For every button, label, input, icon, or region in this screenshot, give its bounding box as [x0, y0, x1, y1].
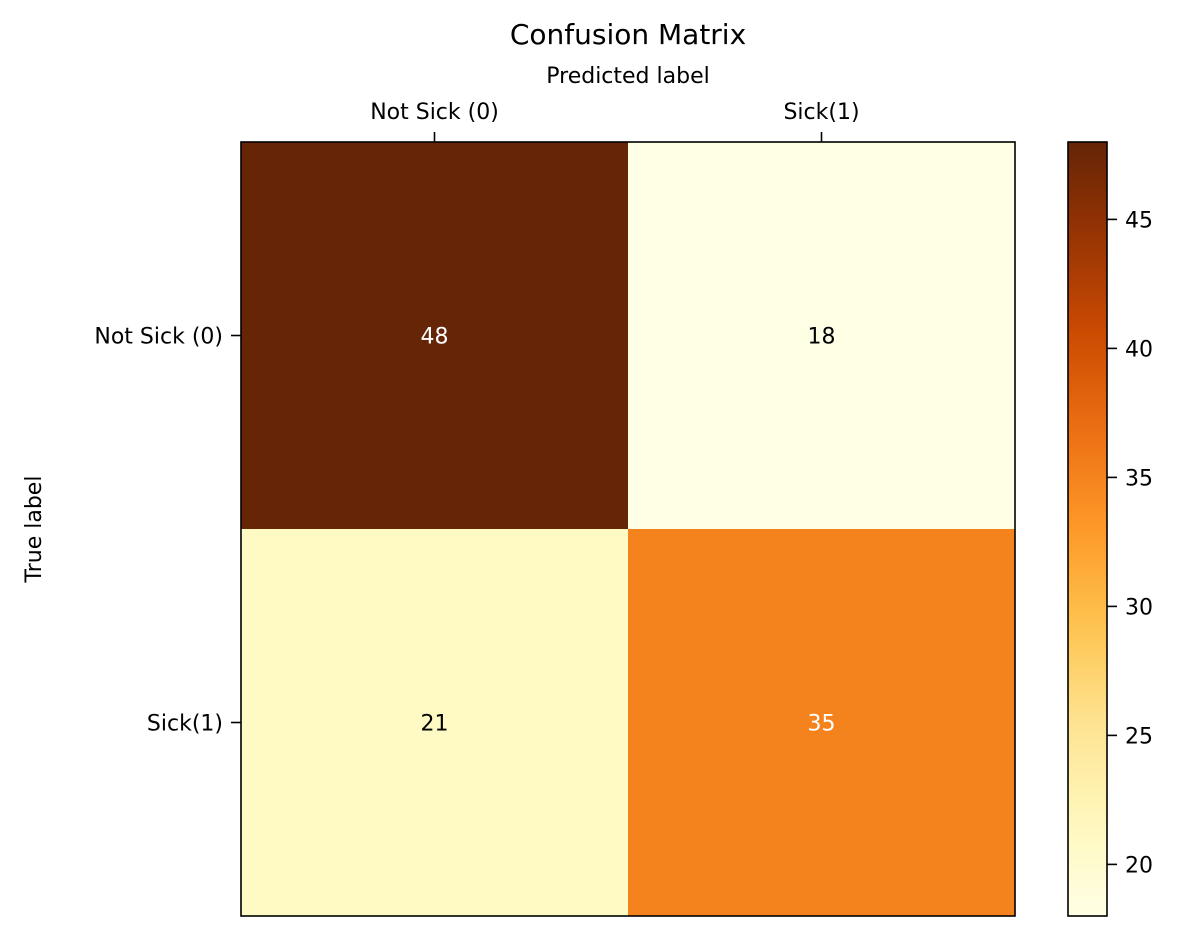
colorbar-tick-label-3: 35 — [1125, 466, 1153, 491]
colorbar-tick-label-1: 25 — [1125, 724, 1153, 749]
cell-value-r1-c1: 35 — [808, 712, 836, 737]
y-tick-label-1: Sick(1) — [147, 712, 223, 737]
x-tick-label-0: Not Sick (0) — [370, 100, 499, 125]
heatmap-cell-r1-c0 — [241, 529, 628, 916]
colorbar-ticks: 20 25 30 35 40 45 — [1107, 208, 1153, 878]
heatmap-cell-r0-c0 — [241, 142, 628, 529]
colorbar-tick-label-2: 30 — [1125, 595, 1153, 620]
plot-frame — [240, 141, 1016, 917]
y-axis-label: True label — [22, 476, 47, 584]
colorbar-tick-label-0: 20 — [1125, 853, 1153, 878]
cell-value-r1-c0: 21 — [421, 712, 449, 737]
x-tick-label-1: Sick(1) — [783, 100, 859, 125]
heatmap-cells — [241, 142, 1015, 916]
heatmap-cell-labels: 48 18 21 35 — [421, 325, 836, 737]
cell-value-r0-c1: 18 — [808, 325, 836, 350]
x-axis-label: Predicted label — [546, 64, 709, 89]
y-tick-label-0: Not Sick (0) — [94, 325, 223, 350]
heatmap-cell-r1-c1 — [628, 529, 1015, 916]
x-axis-ticks: Not Sick (0) Sick(1) — [370, 100, 860, 142]
chart-title: Confusion Matrix — [510, 18, 746, 51]
colorbar — [1067, 141, 1108, 917]
heatmap-cell-r0-c1 — [628, 142, 1015, 529]
colorbar-tick-label-4: 40 — [1125, 337, 1153, 362]
colorbar-tick-label-5: 45 — [1125, 208, 1153, 233]
cell-value-r0-c0: 48 — [421, 325, 449, 350]
y-axis-ticks: Not Sick (0) Sick(1) — [94, 325, 241, 737]
